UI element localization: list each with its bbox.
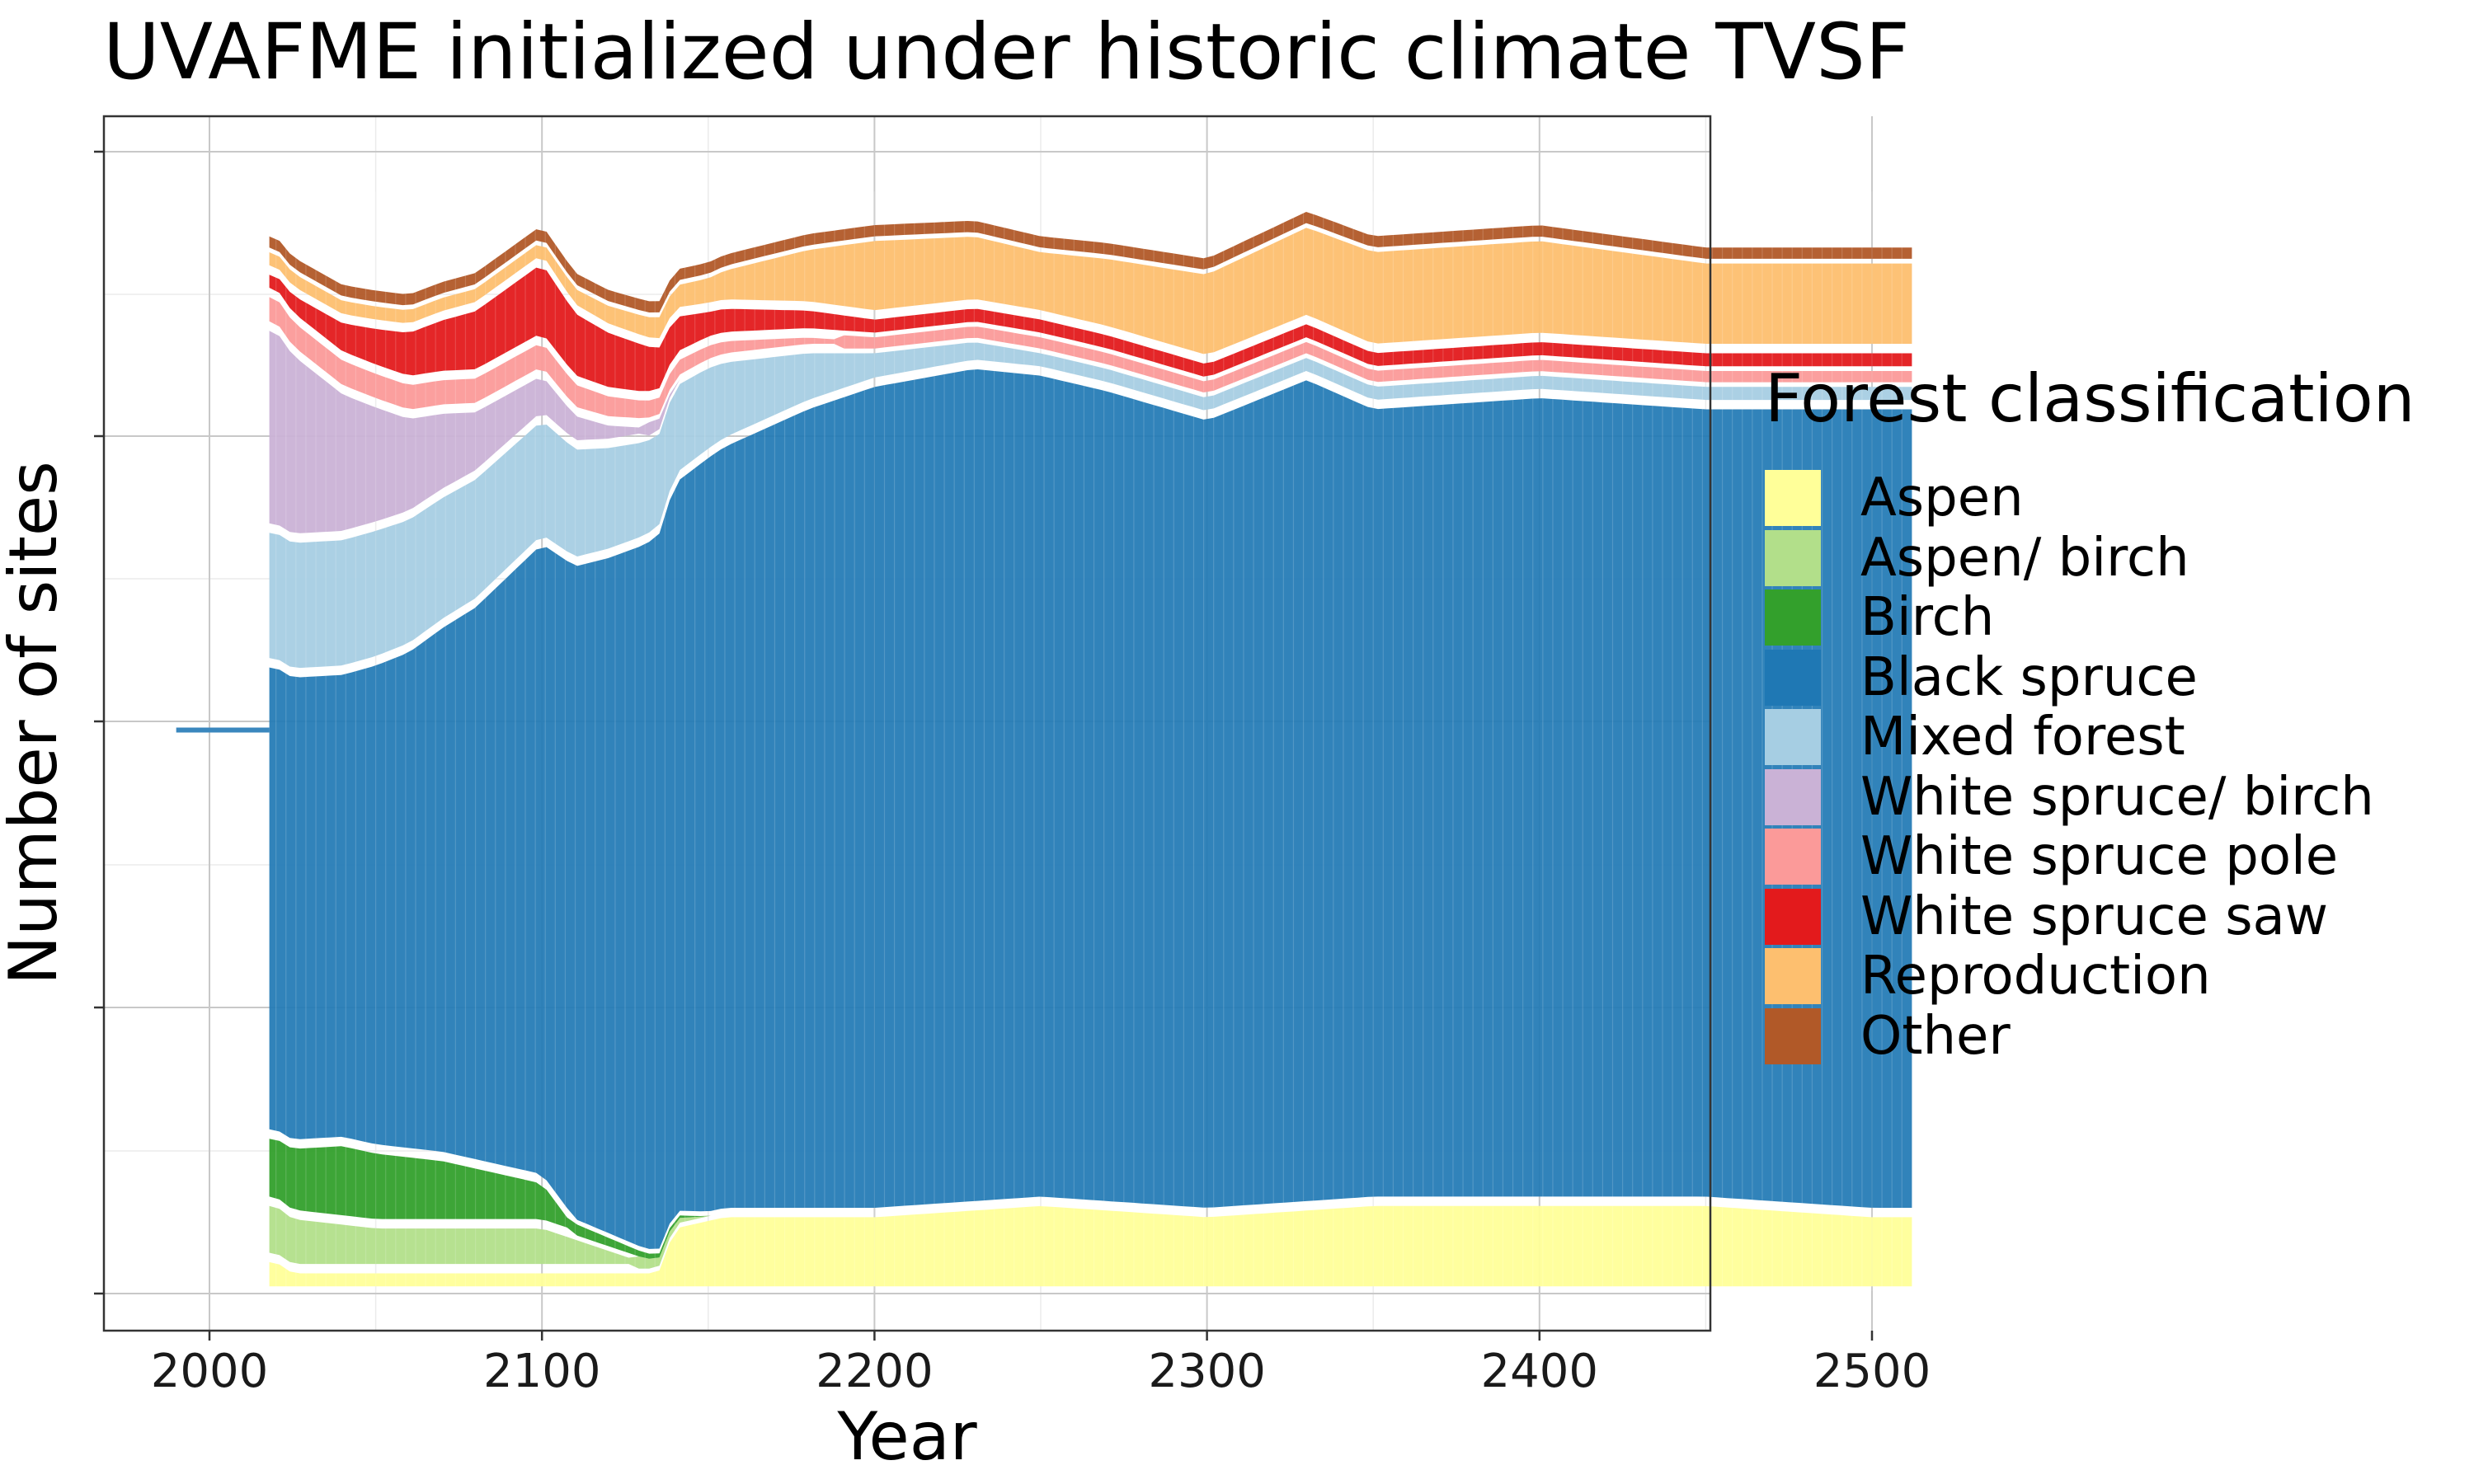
plot-panel-border (102, 115, 1712, 1332)
area-white-spruce-pole (269, 297, 1912, 419)
legend-item: Aspen (1765, 468, 2415, 528)
area-layer (269, 212, 1912, 1287)
legend-label: White spruce saw (1860, 885, 2329, 947)
legend: Forest classification Aspen Aspen/ birch B… (1765, 363, 2415, 1066)
legend-label: Birch (1860, 587, 1995, 649)
legend-item: White spruce pole (1765, 827, 2415, 887)
area-white-spruce-saw (269, 267, 1912, 392)
legend-title: Forest classification (1765, 360, 2415, 437)
legend-label: Reproduction (1860, 946, 2211, 1007)
legend-swatch (1765, 589, 1821, 646)
legend-item: Reproduction (1765, 946, 2415, 1007)
legend-swatch (1765, 829, 1821, 885)
legend-label: White spruce/ birch (1860, 766, 2374, 828)
legend-item: Birch (1765, 588, 2415, 648)
x-axis-label: Year (836, 1398, 976, 1475)
area-white-spruce-birch (269, 331, 1912, 533)
legend-item: Black spruce (1765, 648, 2415, 708)
legend-item: White spruce/ birch (1765, 768, 2415, 828)
legend-label: Other (1860, 1005, 2011, 1067)
legend-swatch (1765, 888, 1821, 945)
x-tick-label: 2000 (151, 1345, 269, 1398)
legend-swatch (1765, 470, 1821, 527)
x-tick-label: 2500 (1813, 1345, 1931, 1398)
area-other (269, 212, 1912, 312)
area-black-spruce (269, 369, 1912, 1249)
area-aspen-birch (269, 1201, 1912, 1269)
legend-swatch (1765, 948, 1821, 1005)
chart-title: UVAFME initialized under historic climat… (103, 7, 1910, 97)
x-tick-label: 2400 (1481, 1345, 1599, 1398)
legend-swatch (1765, 709, 1821, 766)
x-tick-label: 2300 (1148, 1345, 1266, 1398)
y-axis-label: Number of sites (0, 461, 72, 985)
area-aspen (269, 1205, 1912, 1287)
legend-item: Other (1765, 1007, 2415, 1067)
x-axis: 2000 2100 2200 2300 2400 2500 (94, 150, 1931, 1398)
legend-label: Mixed forest (1860, 707, 2185, 768)
legend-item: Aspen/ birch (1765, 528, 2415, 589)
area-mixed-forest (269, 342, 1912, 669)
legend-label: Black spruce (1860, 646, 2198, 708)
legend-item: White spruce saw (1765, 887, 2415, 947)
legend-swatch (1765, 649, 1821, 706)
area-reproduction (269, 228, 1912, 355)
legend-items: Aspen Aspen/ birch Birch Black spruce Mixed … (1765, 468, 2415, 1066)
legend-item: Mixed forest (1765, 707, 2415, 768)
legend-label: White spruce pole (1860, 826, 2339, 888)
legend-swatch (1765, 1007, 1821, 1064)
legend-label: Aspen/ birch (1860, 527, 2189, 589)
texture-layer (275, 191, 1903, 1291)
x-tick-label: 2100 (483, 1345, 601, 1398)
x-tick-label: 2200 (816, 1345, 934, 1398)
legend-swatch (1765, 529, 1821, 586)
legend-swatch (1765, 768, 1821, 825)
legend-label: Aspen (1860, 467, 2024, 529)
